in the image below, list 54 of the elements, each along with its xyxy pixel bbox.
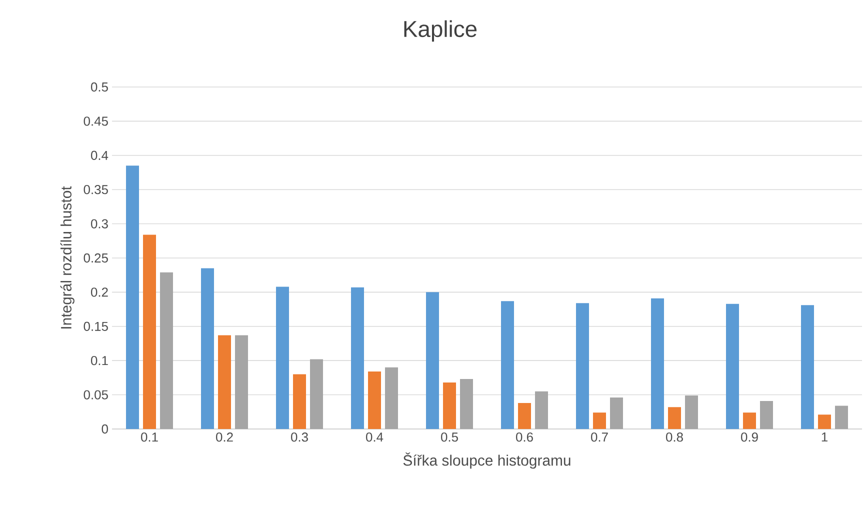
bar	[610, 398, 624, 429]
bar	[501, 301, 514, 429]
bar	[835, 406, 848, 429]
bar	[293, 374, 306, 429]
bar	[593, 412, 606, 429]
bar	[276, 286, 290, 429]
bar	[460, 379, 474, 429]
x-axis-title: Šířka sloupce histogramu	[403, 452, 570, 469]
bar	[651, 298, 664, 429]
y-axis-title: Integrál rozdílu hustot	[60, 186, 74, 328]
bar	[160, 272, 174, 429]
bar	[818, 414, 832, 429]
bar	[235, 335, 248, 429]
y-tick-label: 0.05	[84, 390, 108, 400]
bar	[685, 395, 698, 429]
y-tick-label: 0.1	[90, 356, 108, 366]
y-tick-label: 0.15	[84, 322, 108, 331]
bar	[310, 359, 324, 429]
y-tick-label: 0.5	[90, 82, 108, 92]
bar	[743, 412, 756, 429]
y-tick-label: 0	[102, 424, 108, 434]
bar	[443, 382, 456, 429]
x-tick-label: 1	[822, 432, 828, 442]
x-tick-label: 0.4	[366, 432, 384, 442]
x-tick-label: 0.3	[291, 432, 308, 442]
x-tick-label: 0.9	[741, 432, 758, 442]
y-tick-label: 0.2	[90, 288, 108, 297]
y-tick-label: 0.25	[84, 253, 108, 263]
bar	[726, 304, 740, 429]
bar	[218, 335, 232, 429]
bar	[576, 303, 590, 429]
bar	[668, 407, 682, 429]
bar	[126, 166, 140, 429]
bar	[760, 400, 774, 429]
bar	[518, 402, 532, 429]
bar	[143, 234, 156, 429]
x-tick-label: 0.7	[591, 432, 608, 442]
y-tick-label: 0.35	[84, 185, 108, 194]
bar	[535, 391, 548, 429]
x-tick-label: 0.8	[666, 432, 683, 442]
bar	[385, 367, 398, 429]
bar	[368, 372, 382, 429]
y-tick-label: 0.45	[84, 116, 108, 126]
x-tick-label: 0.2	[216, 432, 233, 442]
bar	[801, 305, 814, 429]
bar	[201, 268, 214, 429]
x-tick-label: 0.5	[441, 432, 458, 442]
y-tick-label: 0.4	[90, 150, 108, 160]
y-tick-label: 0.3	[90, 219, 108, 228]
chart-title: Kaplice	[404, 20, 477, 42]
x-tick-label: 0.1	[141, 432, 158, 442]
x-tick-label: 0.6	[516, 432, 533, 442]
bar	[426, 292, 440, 429]
bar	[351, 287, 364, 429]
